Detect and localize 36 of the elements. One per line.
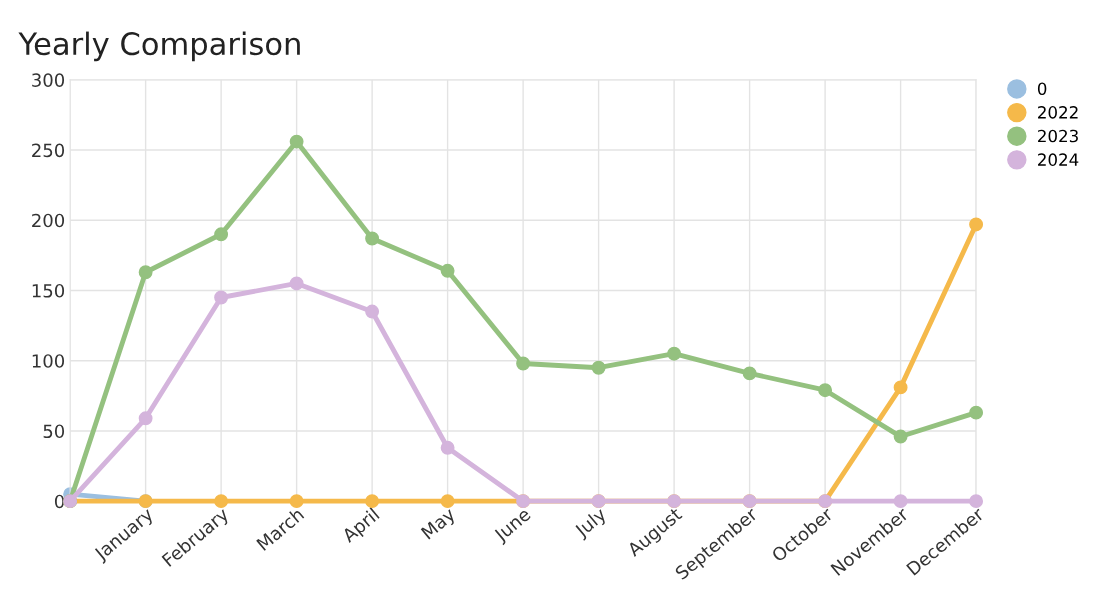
point [969,217,984,232]
point [742,366,757,381]
point [365,304,380,319]
point [289,276,304,291]
legend-label: 2023 [1038,129,1078,143]
point [214,227,229,242]
legend-label: 2022 [1038,106,1078,119]
point [440,494,455,509]
point [440,263,455,278]
point [893,494,908,509]
point [818,383,833,398]
point [289,494,304,509]
point [667,346,682,361]
y-tick-label: 150 [32,283,65,298]
point [969,405,984,420]
point [214,290,229,305]
point [214,494,229,509]
y-tick-label: 0 [54,494,65,509]
point [138,411,153,426]
point [289,134,304,149]
point [138,265,153,280]
point [591,360,606,375]
y-tick-label: 50 [43,424,65,439]
chart-title: Yearly Comparison [18,31,300,62]
point [969,494,984,509]
point [893,429,908,444]
legend-label: 0 [1037,82,1047,96]
point [440,440,455,455]
point [893,380,908,395]
y-tick-label: 200 [32,213,65,228]
y-tick-label: 100 [32,354,65,368]
point [516,356,531,371]
legend-label: 2024 [1038,153,1079,166]
point [365,231,380,246]
y-tick-label: 300 [32,73,65,87]
y-tick-label: 250 [32,143,65,158]
